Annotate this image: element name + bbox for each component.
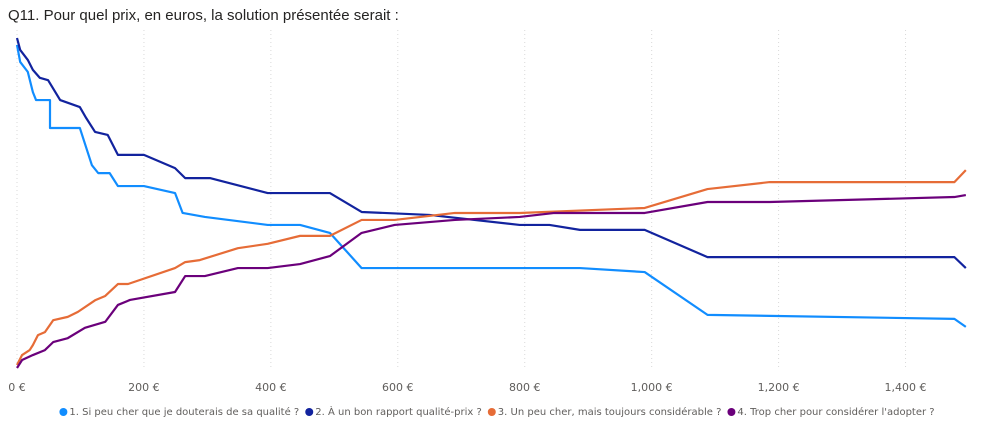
legend-label: 2. À un bon rapport qualité-prix ? <box>315 405 482 418</box>
x-tick-label: 1,200 € <box>758 381 800 394</box>
series-line <box>16 193 967 369</box>
series-line <box>16 169 967 366</box>
x-tick-label: 200 € <box>128 381 160 394</box>
legend-marker <box>59 408 68 416</box>
chart-title: Q11. Pour quel prix, en euros, la soluti… <box>8 7 399 24</box>
legend-marker <box>305 408 314 416</box>
x-tick-label: 400 € <box>255 381 287 394</box>
legend-marker <box>487 408 496 416</box>
x-tick-label: 600 € <box>382 381 414 394</box>
legend: 1. Si peu cher que je douterais de sa qu… <box>59 405 935 418</box>
series-line <box>15 44 967 328</box>
x-tick-label: 1,400 € <box>885 381 927 394</box>
x-tick-label: 800 € <box>509 381 541 394</box>
x-tick-label: 0 € <box>8 381 26 394</box>
legend-marker <box>727 408 736 416</box>
x-tick-label: 1,000 € <box>631 381 673 394</box>
legend-label: 1. Si peu cher que je douterais de sa qu… <box>69 406 299 418</box>
legend-label: 4. Trop cher pour considérer l'adopter ? <box>737 406 934 418</box>
series-line <box>15 37 967 269</box>
legend-label: 3. Un peu cher, mais toujours considérab… <box>498 406 722 418</box>
